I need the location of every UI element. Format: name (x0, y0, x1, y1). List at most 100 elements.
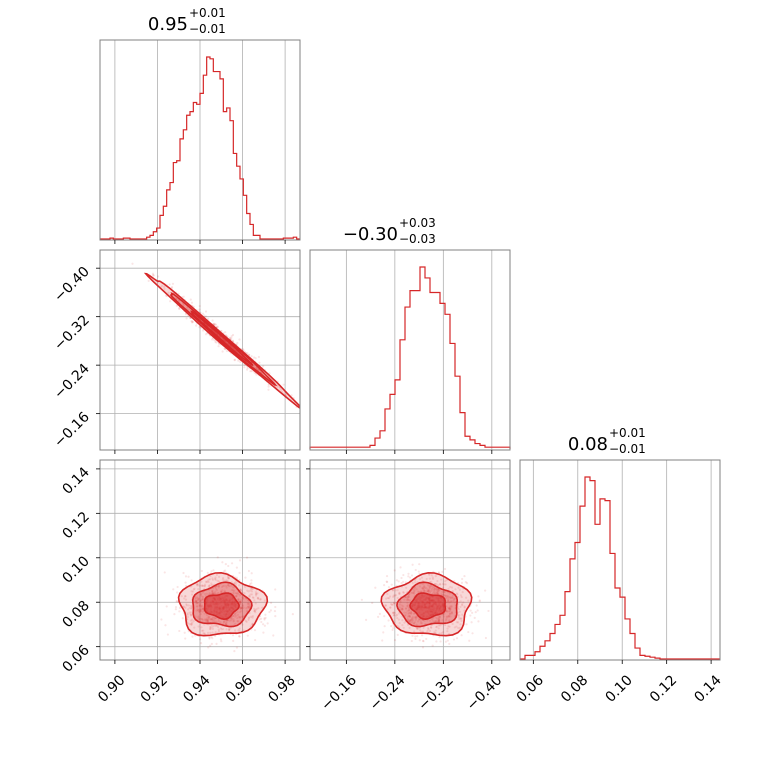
panel-p2-vs-p1-sample-point (408, 593, 411, 596)
panel-p2-vs-p0-sample-point (217, 584, 220, 588)
panel-p2-vs-p1-sample-point (446, 615, 449, 618)
panel-p2-vs-p0-sample-point (236, 610, 239, 614)
panel-p1-vs-p0-sample-point (231, 339, 235, 342)
panel-p2-vs-p0-sample-point (198, 584, 201, 587)
panel-p2-vs-p1-sample-point (445, 617, 448, 620)
panel-p2-vs-p0-sample-point (227, 618, 230, 622)
panel-p2-vs-p0-sample-point (241, 615, 244, 618)
panel-p2-vs-p0-sample-point (254, 638, 257, 642)
panel-p2-vs-p0-sample-point (193, 626, 196, 629)
panel-p2-vs-p0-sample-point (225, 584, 228, 588)
panel-p2-vs-p1-sample-point (407, 619, 410, 622)
panel-p2-vs-p1-sample-point (454, 588, 457, 591)
panel-p1-vs-p0-sample-point (169, 300, 172, 303)
panel-p1-vs-p0-sample-point (220, 329, 223, 333)
panel-p2-vs-p1-sample-point (432, 592, 435, 595)
panel-p2-vs-p0-sample-point (245, 607, 248, 610)
panel-p2-vs-p1-sample-point (398, 592, 401, 595)
panel-p2-vs-p1-points (360, 563, 490, 649)
panel-p2-vs-p1-sample-point (415, 588, 418, 591)
panel-p2-vs-p1-sample-point (406, 609, 409, 612)
panel-p2-vs-p0-sample-point (201, 604, 204, 607)
panel-p2-vs-p0-sample-point (215, 617, 218, 620)
panel-p2-vs-p1-sample-point (447, 625, 450, 628)
panel-p2-vs-p1-sample-point (422, 585, 426, 588)
panel-p2-vs-p0-sample-point (240, 606, 244, 609)
xtick-label-p2: 0.06 (514, 672, 547, 705)
panel-p2-vs-p1-sample-point (440, 578, 443, 581)
panel-p2-vs-p1-sample-point (392, 603, 395, 606)
panel-p2-vs-p1-sample-point (435, 625, 438, 629)
panel-p2-vs-p1-sample-point (484, 589, 487, 592)
panel-p2-vs-p1-sample-point (447, 587, 450, 590)
panel-p2-vs-p1-sample-point (419, 629, 422, 632)
panel-p2-vs-p1-sample-point (397, 618, 400, 621)
panel-p2-vs-p0-sample-point (258, 618, 261, 621)
panel-p1-vs-p0-sample-point (215, 341, 218, 344)
panel-p2-vs-p1-sample-point (408, 599, 412, 602)
panel-p2-vs-p0-sample-point (227, 584, 230, 587)
panel-p1-vs-p0-sample-point (279, 388, 283, 391)
panel-p2-vs-p1-sample-point (398, 622, 401, 625)
panel-p2-vs-p1-sample-point (446, 594, 449, 598)
title-p0-plus: +0.01 (189, 6, 226, 20)
panel-p2-vs-p0-sample-point (186, 612, 189, 615)
panel-p1-vs-p0-sample-point (177, 307, 181, 310)
panel-p2-vs-p1-sample-point (418, 578, 422, 581)
panel-p2-vs-p0-sample-point (238, 635, 241, 638)
xtick-label-p1: −0.32 (415, 672, 457, 714)
panel-p2-vs-p0-sample-point (199, 609, 202, 612)
panel-p1-vs-p0-sample-point (233, 358, 236, 361)
panel-p2-vs-p0-sample-point (269, 601, 273, 604)
panel-p1-vs-p0-sample-point (175, 304, 178, 307)
panel-p2-vs-p0-sample-point (229, 585, 232, 588)
panel-p2-vs-p1-sample-point (407, 607, 411, 610)
panel-p2-vs-p0-sample-point (237, 598, 240, 601)
panel-p2-vs-p0-sample-point (207, 616, 210, 619)
panel-p1-vs-p0-sample-point (190, 320, 193, 323)
panel-p2-vs-p1-sample-point (434, 629, 437, 632)
panel-p2-vs-p0-sample-point (263, 599, 266, 602)
panel-p2-vs-p0-sample-point (228, 628, 231, 631)
panel-p2-vs-p1-sample-point (459, 600, 462, 603)
panel-p2-vs-p0-sample-point (185, 604, 188, 607)
ytick-label-p2: 0.14 (59, 464, 92, 497)
panel-p2-vs-p1-sample-point (390, 603, 394, 606)
panel-p2-vs-p0-sample-point (249, 589, 252, 592)
panel-p2-vs-p1-sample-point (449, 597, 452, 600)
panel-p2-vs-p1-sample-point (447, 599, 450, 603)
panel-p2-vs-p0-sample-point (240, 590, 243, 593)
panel-p2-vs-p1-sample-point (453, 601, 456, 604)
panel-p2-vs-p1-sample-point (455, 625, 458, 628)
hist-p1-frame (309, 249, 511, 451)
panel-p2-vs-p0-sample-point (211, 591, 214, 594)
panel-p2-vs-p1-sample-point (426, 584, 430, 587)
panel-p2-vs-p1-sample-point (430, 584, 433, 588)
panel-p2-vs-p0-sample-point (191, 635, 194, 638)
panel-p2-vs-p1-sample-point (439, 640, 442, 643)
panel-p2-vs-p1-sample-point (437, 616, 440, 619)
panel-p2-vs-p1-sample-point (438, 632, 441, 635)
panel-p2-vs-p0-sample-point (222, 627, 225, 631)
panel-p2-vs-p0-sample-point (198, 604, 201, 608)
panel-p2-vs-p0-sample-point (251, 587, 254, 591)
panel-p1-vs-p0-sample-point (182, 295, 185, 298)
panel-p2-vs-p0-sample-point (201, 591, 204, 594)
panel-p2-vs-p0-sample-point (196, 584, 199, 587)
panel-p2-vs-p0-sample-point (249, 593, 252, 596)
panel-p2-vs-p1-sample-point (432, 620, 435, 623)
panel-p2-vs-p0-sample-point (224, 621, 227, 624)
panel-p2-vs-p0-sample-point (264, 616, 267, 619)
panel-p2-vs-p0-sample-point (198, 608, 202, 611)
panel-p2-vs-p0-sample-point (274, 615, 277, 618)
panel-p2-vs-p0-sample-point (210, 583, 214, 587)
panel-p2-vs-p1-sample-point (443, 594, 446, 597)
panel-p2-vs-p0-sample-point (164, 624, 167, 627)
panel-p2-vs-p1-sample-point (418, 618, 421, 621)
panel-p2-vs-p0-sample-point (184, 575, 188, 578)
panel-p2-vs-p0-sample-point (214, 576, 217, 579)
panel-p2-vs-p1-sample-point (430, 626, 433, 629)
panel-p2-vs-p1-sample-point (429, 626, 433, 629)
panel-p1-vs-p0-sample-point (241, 348, 245, 351)
panel-p2-vs-p0-sample-point (253, 607, 256, 610)
